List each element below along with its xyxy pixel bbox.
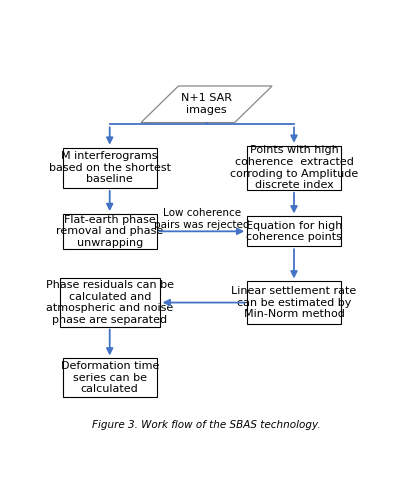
Text: Flat-earth phase
removal and phase
unwrapping: Flat-earth phase removal and phase unwra… bbox=[56, 214, 163, 248]
Polygon shape bbox=[141, 86, 272, 122]
Text: Low coherence
pairs was rejected: Low coherence pairs was rejected bbox=[154, 208, 249, 230]
FancyBboxPatch shape bbox=[63, 214, 156, 248]
FancyBboxPatch shape bbox=[63, 148, 156, 188]
Text: N+1 SAR
images: N+1 SAR images bbox=[181, 94, 232, 115]
Text: Points with high
coherence  extracted
corroding to Amplitude
discrete index: Points with high coherence extracted cor… bbox=[230, 146, 358, 190]
Text: Linear settlement rate
can be estimated by
Min-Norm method: Linear settlement rate can be estimated … bbox=[231, 286, 357, 319]
FancyBboxPatch shape bbox=[63, 358, 156, 397]
FancyBboxPatch shape bbox=[247, 282, 341, 324]
Text: Equation for high
coherence points: Equation for high coherence points bbox=[246, 220, 342, 242]
Text: M interferograms
based on the shortest
baseline: M interferograms based on the shortest b… bbox=[49, 151, 171, 184]
FancyBboxPatch shape bbox=[60, 278, 160, 326]
FancyBboxPatch shape bbox=[247, 146, 341, 190]
FancyBboxPatch shape bbox=[247, 216, 341, 246]
Text: Figure 3. Work flow of the SBAS technology.: Figure 3. Work flow of the SBAS technolo… bbox=[92, 420, 321, 430]
Text: Deformation time
series can be
calculated: Deformation time series can be calculate… bbox=[60, 361, 159, 394]
Text: Phase residuals can be
calculated and
atmospheric and noise
phase are separated: Phase residuals can be calculated and at… bbox=[46, 280, 174, 325]
